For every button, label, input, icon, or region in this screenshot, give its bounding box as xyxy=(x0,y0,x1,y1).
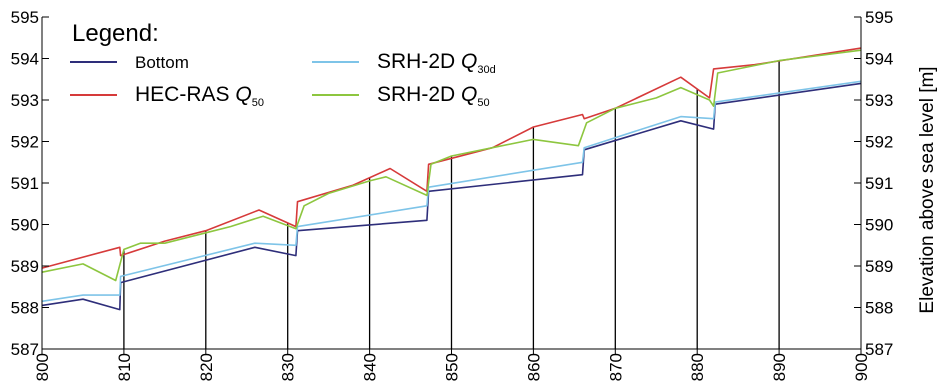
y-tick-label-left: 589 xyxy=(11,257,39,276)
y-tick-label-left: 591 xyxy=(11,174,39,193)
x-tick-label: 900 xyxy=(852,353,871,381)
legend-title: Legend: xyxy=(72,20,159,47)
legend-entry: HEC-RAS Q50 xyxy=(70,83,264,109)
x-tick-label: 820 xyxy=(197,353,216,381)
series-line xyxy=(41,80,862,303)
legend: Legend: Bottom SRH-2D Q30d HEC-RAS Q50 SRH-… xyxy=(70,20,496,109)
series-line xyxy=(41,47,862,269)
y-tick-label-right: 590 xyxy=(865,216,893,235)
y-tick-label-right: 587 xyxy=(865,340,893,359)
y-tick-label-right: 593 xyxy=(865,91,893,110)
legend-label: Bottom xyxy=(135,53,189,72)
y-tick-label-left: 595 xyxy=(11,8,39,27)
legend-entry: SRH-2D Q50 xyxy=(312,83,490,109)
y-axis-label-right: Elevation above sea level [m] xyxy=(917,66,938,313)
y-tick-label-left: 592 xyxy=(11,133,39,152)
series-line xyxy=(41,49,862,282)
y-tick-label-right: 595 xyxy=(865,8,893,27)
y-tick-label-left: 587 xyxy=(11,340,39,359)
legend-label: SRH-2D Q30d xyxy=(377,50,496,76)
series-layer xyxy=(41,47,862,311)
legend-label: HEC-RAS Q50 xyxy=(135,83,264,109)
y-tick-label-right: 592 xyxy=(865,133,893,152)
x-tick-label: 870 xyxy=(606,353,625,381)
series-line xyxy=(41,82,862,311)
y-tick-label-left: 590 xyxy=(11,216,39,235)
x-tick-label: 800 xyxy=(33,353,52,381)
y-tick-label-left: 588 xyxy=(11,299,39,318)
x-tick-label: 880 xyxy=(688,353,707,381)
y-tick-label-right: 591 xyxy=(865,174,893,193)
legend-label: SRH-2D Q50 xyxy=(377,83,490,109)
y-tick-label-right: 594 xyxy=(865,50,893,69)
x-tick-label: 830 xyxy=(279,353,298,381)
y-tick-label-left: 593 xyxy=(11,91,39,110)
x-tick-label: 840 xyxy=(361,353,380,381)
cross-section-lines xyxy=(123,60,780,349)
x-tick-label: 810 xyxy=(115,353,134,381)
y-tick-label-right: 589 xyxy=(865,257,893,276)
legend-entry: SRH-2D Q30d xyxy=(312,50,496,76)
legend-entry: Bottom xyxy=(70,53,189,72)
x-tick-label: 850 xyxy=(443,353,462,381)
x-tick-label: 860 xyxy=(524,353,543,381)
ticks: 587 588 589 590 591 592 593 594 595 587 588 589 590 5… xyxy=(11,8,894,381)
x-tick-label: 890 xyxy=(770,353,789,381)
y-tick-label-left: 594 xyxy=(11,50,39,69)
y-tick-label-right: 588 xyxy=(865,299,893,318)
